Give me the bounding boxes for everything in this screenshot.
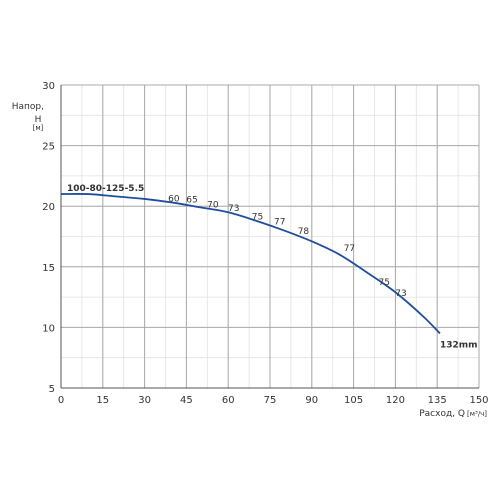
y-axis-label-line1: Напор,	[12, 102, 44, 112]
efficiency-label: 78	[298, 227, 310, 237]
y-tick-label: 30	[42, 81, 55, 92]
x-axis-unit: [м³/ч]	[467, 410, 487, 418]
x-tick-label: 0	[58, 395, 64, 406]
x-tick-label: 90	[305, 395, 318, 406]
series	[60, 193, 441, 335]
y-axis-unit: [м]	[33, 124, 44, 132]
efficiency-label: 75	[252, 213, 263, 223]
model-label: 100-80-125-5.5	[67, 184, 144, 194]
y-tick-label: 15	[42, 263, 55, 274]
axes: 0 15 30 45 60 75 90 105 120 135 150 5 10 15 20 25 30	[42, 81, 488, 406]
y-tick-label: 5	[49, 384, 55, 395]
x-tick-label: 60	[222, 395, 235, 406]
efficiency-label: 70	[207, 200, 219, 210]
annotations: 132mm 60 65 70 73 75 77 78 77 75 73	[168, 194, 477, 350]
efficiency-label: 75	[379, 278, 390, 288]
y-tick-label: 20	[42, 202, 55, 213]
x-tick-label: 150	[469, 395, 488, 406]
x-tick-label: 45	[180, 395, 193, 406]
efficiency-label: 73	[228, 204, 239, 214]
efficiency-label: 77	[344, 244, 355, 254]
efficiency-label: 73	[395, 289, 406, 299]
x-tick-label: 135	[428, 395, 447, 406]
efficiency-label: 60	[168, 194, 180, 204]
x-tick-label: 15	[96, 395, 109, 406]
x-tick-label: 120	[386, 395, 405, 406]
grid	[60, 84, 480, 389]
efficiency-label: 65	[186, 196, 197, 206]
series-line	[60, 193, 441, 335]
x-tick-label: 30	[138, 395, 151, 406]
efficiency-label: 77	[274, 217, 285, 227]
x-axis-label: Расход, Q	[419, 409, 465, 419]
y-axis-label-line2: H	[35, 115, 42, 125]
y-tick-label: 25	[42, 142, 55, 153]
y-tick-label: 10	[42, 323, 55, 334]
series-name-label: 132mm	[440, 340, 478, 350]
x-tick-label: 75	[264, 395, 277, 406]
x-tick-label: 105	[344, 395, 363, 406]
